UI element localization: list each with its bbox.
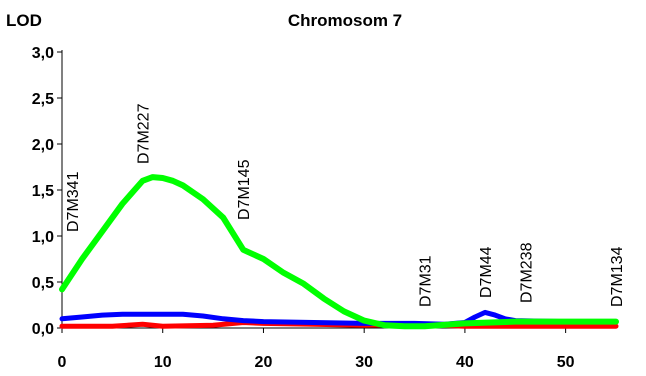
marker-label: D7M227 bbox=[136, 103, 153, 164]
marker-label: D7M238 bbox=[518, 242, 535, 303]
series-layer bbox=[59, 174, 619, 330]
marker-label: D7M145 bbox=[236, 159, 253, 220]
markers-layer: D7M341 D7M227 D7M145 D7M31 D7M44 D7M238 D7M134 bbox=[65, 103, 626, 307]
y-tick-label: 1,5 bbox=[32, 183, 54, 200]
marker-label: D7M44 bbox=[478, 246, 495, 298]
x-tick-label: 30 bbox=[355, 354, 373, 371]
series-line-1 bbox=[59, 309, 619, 327]
y-tick-label: 2,0 bbox=[32, 137, 54, 154]
x-tick-label: 20 bbox=[255, 354, 273, 371]
marker-label: D7M341 bbox=[65, 171, 82, 232]
y-tick-label: 0,5 bbox=[32, 275, 54, 292]
y-tick-label: 0,0 bbox=[32, 321, 54, 338]
marker-label: D7M134 bbox=[609, 246, 626, 307]
chart-title: Chromosom 7 bbox=[288, 11, 402, 30]
x-tick-label: 10 bbox=[154, 354, 172, 371]
y-axis-title: LOD bbox=[6, 11, 42, 30]
x-tick-label: 40 bbox=[456, 354, 474, 371]
y-tick-label: 2,5 bbox=[32, 91, 54, 108]
y-tick-label: 3,0 bbox=[32, 45, 54, 62]
series-line-0 bbox=[59, 174, 619, 330]
y-tick-label: 1,0 bbox=[32, 229, 54, 246]
x-tick-label: 50 bbox=[557, 354, 575, 371]
x-tick-label: 0 bbox=[58, 354, 67, 371]
marker-label: D7M31 bbox=[418, 255, 435, 307]
axes: 0,00,51,01,52,02,53,00102030405060 bbox=[32, 45, 616, 371]
